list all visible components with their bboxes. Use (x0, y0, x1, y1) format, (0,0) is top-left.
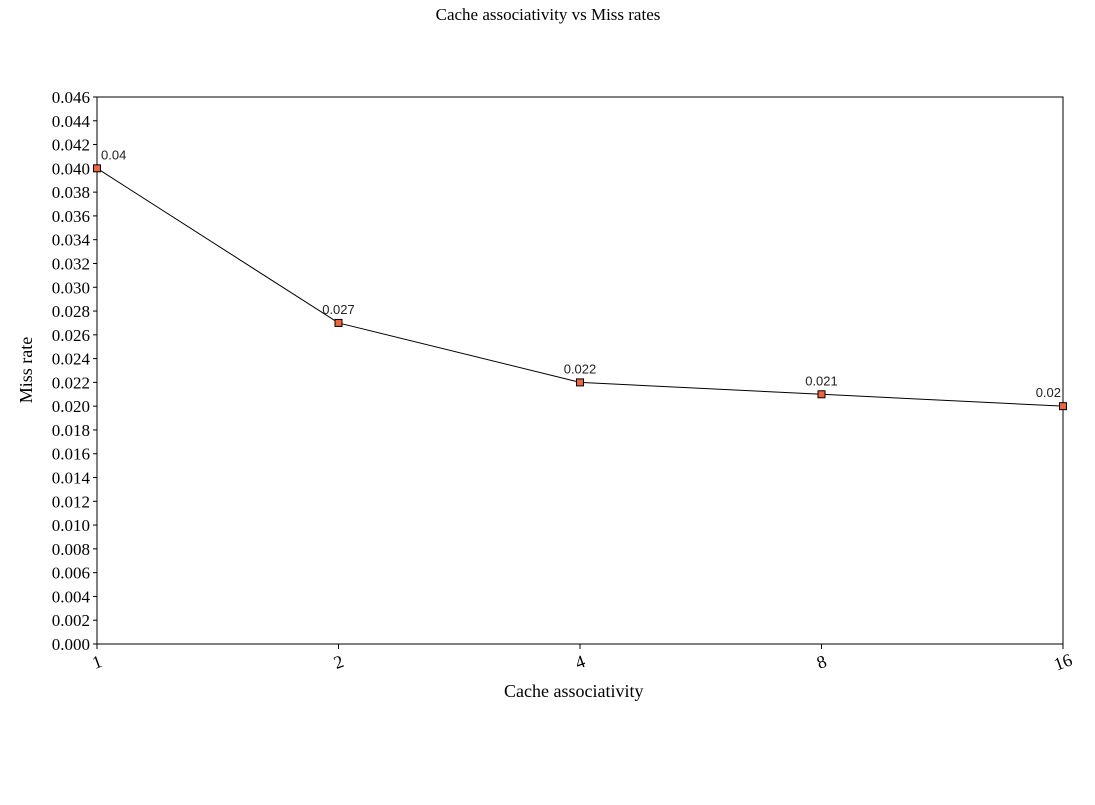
y-tick-label: 0.044 (52, 112, 91, 131)
y-tick-label: 0.028 (52, 302, 90, 321)
y-tick-label: 0.030 (52, 278, 90, 297)
data-point-marker (1059, 402, 1067, 411)
y-tick-label: 0.026 (52, 326, 90, 345)
data-label: 0.021 (805, 373, 838, 388)
y-tick-label: 0.022 (52, 373, 90, 392)
y-tick-label: 0.000 (52, 635, 90, 654)
data-labels: 0.04 0.027 0.022 0.021 0.02 (101, 147, 1061, 400)
y-tick-label: 0.018 (52, 421, 90, 440)
y-tick-label: 0.012 (52, 492, 90, 511)
y-tick-label: 0.032 (52, 254, 90, 273)
data-label: 0.027 (322, 302, 355, 317)
data-label: 0.04 (101, 147, 126, 162)
series-markers (93, 164, 1067, 411)
data-point-marker (576, 378, 584, 387)
y-tick-label: 0.008 (52, 540, 90, 559)
y-tick-label: 0.038 (52, 183, 90, 202)
x-tick-label: 2 (331, 651, 346, 673)
y-tick-label: 0.010 (52, 516, 90, 535)
y-tick-label: 0.034 (52, 231, 91, 250)
x-tick-label: 8 (814, 651, 829, 673)
x-tick-label: 16 (1051, 650, 1075, 675)
data-label: 0.02 (1036, 385, 1061, 400)
y-tick-label: 0.014 (52, 469, 91, 488)
y-tick-label: 0.004 (52, 587, 91, 606)
x-tick-label: 1 (89, 651, 104, 673)
y-axis: 0.000 0.002 0.004 0.006 0.008 0.010 0.012 0.014… (52, 88, 97, 654)
y-tick-label: 0.016 (52, 445, 90, 464)
y-tick-label: 0.040 (52, 159, 90, 178)
y-tick-label: 0.020 (52, 397, 90, 416)
y-tick-label: 0.036 (52, 207, 90, 226)
x-axis: 1 2 4 8 16 (89, 644, 1075, 674)
data-point-marker (334, 318, 343, 327)
x-tick-label: 4 (572, 651, 587, 673)
y-tick-label: 0.046 (52, 88, 90, 107)
y-tick-label: 0.002 (52, 611, 90, 630)
data-label: 0.022 (564, 361, 597, 376)
chart-title: Cache associativity vs Miss rates (436, 5, 661, 24)
y-axis-label: Miss rate (16, 337, 36, 404)
data-point-marker (817, 390, 826, 399)
data-point-marker (93, 164, 101, 173)
y-tick-label: 0.042 (52, 136, 90, 155)
x-axis-label: Cache associativity (504, 681, 643, 701)
y-tick-label: 0.006 (52, 564, 90, 583)
y-tick-label: 0.024 (52, 350, 91, 369)
